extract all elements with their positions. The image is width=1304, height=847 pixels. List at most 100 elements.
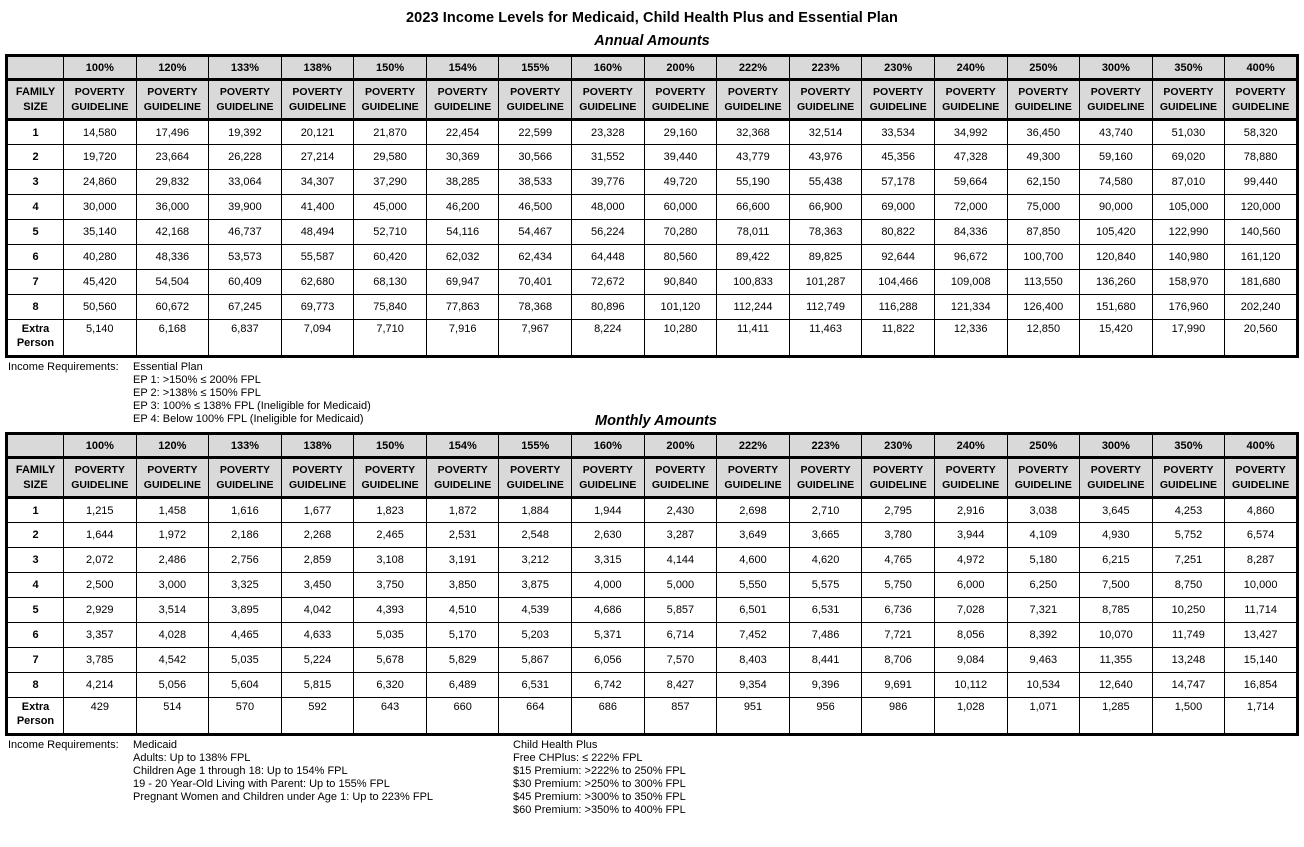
amount-cell: 4,860 — [1224, 497, 1298, 523]
annual-subtitle: Annual Amounts — [594, 33, 710, 49]
amount-cell: 48,336 — [135, 244, 210, 270]
amount-cell: 3,325 — [208, 572, 282, 598]
amount-cell: 54,504 — [135, 269, 210, 295]
family-size-cell: 7 — [6, 269, 64, 295]
amount-cell: 2,268 — [280, 522, 355, 548]
amount-cell: 592 — [280, 697, 355, 735]
amount-cell: 5,750 — [861, 572, 935, 598]
table-row: 3 24,860 29,832 33,064 34,307 37,290 38,285 38,… — [6, 169, 1298, 195]
amount-cell: 17,990 — [1151, 319, 1226, 357]
amount-cell: 7,570 — [643, 647, 718, 673]
amount-cell: 4,253 — [1151, 497, 1226, 523]
amount-cell: 112,244 — [716, 294, 790, 320]
note-line: Children Age 1 through 18: Up to 154% FP… — [133, 765, 348, 777]
amount-cell: 5,371 — [571, 622, 645, 648]
poverty-guideline-header: POVERTY GUIDELINE — [1006, 457, 1081, 499]
table-row: 7 3,785 4,542 5,035 5,224 5,678 5,829 5,867 6,05… — [6, 647, 1298, 673]
amount-cell: 2,531 — [425, 522, 500, 548]
amount-cell: 1,677 — [280, 497, 355, 523]
percent-header-cell: 160% — [571, 433, 645, 459]
amount-cell: 39,900 — [208, 194, 282, 220]
amount-cell: 52,710 — [353, 219, 427, 245]
annual-notes-block: Income Requirements: Essential Plan EP 1:… — [8, 361, 1304, 429]
amount-cell: 7,028 — [933, 597, 1008, 623]
table-row: 4 30,000 36,000 39,900 41,400 45,000 46,200 46,… — [6, 194, 1298, 220]
percent-header-cell: 400% — [1224, 433, 1298, 459]
amount-cell: 9,691 — [861, 672, 935, 698]
amount-cell: 7,486 — [788, 622, 863, 648]
amount-cell: 570 — [208, 697, 282, 735]
page-title: 2023 Income Levels for Medicaid, Child H… — [406, 10, 898, 26]
amount-cell: 92,644 — [861, 244, 935, 270]
monthly-notes-block: Income Requirements: Medicaid Adults: Up … — [8, 739, 1304, 817]
amount-cell: 643 — [353, 697, 427, 735]
percent-header-cell: 240% — [933, 433, 1008, 459]
amount-cell: 3,649 — [716, 522, 790, 548]
amount-cell: 49,720 — [643, 169, 718, 195]
poverty-guideline-header: POVERTY GUIDELINE — [1224, 457, 1298, 499]
amount-cell: 13,427 — [1224, 622, 1298, 648]
percent-header-cell: 155% — [498, 433, 573, 459]
percent-header-cell: 223% — [788, 55, 863, 81]
amount-cell: 2,465 — [353, 522, 427, 548]
amount-cell: 101,287 — [788, 269, 863, 295]
amount-cell: 43,779 — [716, 144, 790, 170]
poverty-guideline-header: POVERTY GUIDELINE — [1006, 79, 1081, 121]
amount-cell: 39,776 — [571, 169, 645, 195]
percent-header-cell: 133% — [208, 55, 282, 81]
amount-cell: 11,714 — [1224, 597, 1298, 623]
amount-cell: 32,368 — [716, 119, 790, 145]
amount-cell: 140,560 — [1224, 219, 1298, 245]
amount-cell: 181,680 — [1224, 269, 1298, 295]
amount-cell: 33,534 — [861, 119, 935, 145]
amount-cell: 202,240 — [1224, 294, 1298, 320]
extra-person-row: Extra Person 429 514 570 592 643 660 664 686 857 9… — [6, 697, 1298, 735]
amount-cell: 121,334 — [933, 294, 1008, 320]
amount-cell: 9,463 — [1006, 647, 1081, 673]
extra-person-row: Extra Person 5,140 6,168 6,837 7,094 7,710 7,9… — [6, 319, 1298, 357]
amount-cell: 13,248 — [1151, 647, 1226, 673]
amount-cell: 12,850 — [1006, 319, 1081, 357]
poverty-guideline-header: POVERTY GUIDELINE — [280, 79, 355, 121]
amount-cell: 80,896 — [571, 294, 645, 320]
table-row: 1 14,580 17,496 19,392 20,121 21,870 22,454 22,… — [6, 119, 1298, 145]
table-row: 8 4,214 5,056 5,604 5,815 6,320 6,489 6,531 6,74… — [6, 672, 1298, 698]
amount-cell: 140,980 — [1151, 244, 1226, 270]
amount-cell: 67,245 — [208, 294, 282, 320]
amount-cell: 69,000 — [861, 194, 935, 220]
amount-cell: 4,000 — [571, 572, 645, 598]
corner-cell — [6, 433, 64, 459]
amount-cell: 8,224 — [571, 319, 645, 357]
amount-cell: 78,011 — [716, 219, 790, 245]
amount-cell: 58,320 — [1224, 119, 1298, 145]
amount-cell: 90,840 — [643, 269, 718, 295]
amount-cell: 1,644 — [63, 522, 137, 548]
amount-cell: 1,884 — [498, 497, 573, 523]
poverty-guideline-header: POVERTY GUIDELINE — [280, 457, 355, 499]
amount-cell: 4,542 — [135, 647, 210, 673]
amount-cell: 3,315 — [571, 547, 645, 573]
amount-cell: 75,840 — [353, 294, 427, 320]
amount-cell: 3,875 — [498, 572, 573, 598]
amount-cell: 8,441 — [788, 647, 863, 673]
amount-cell: 62,434 — [498, 244, 573, 270]
amount-cell: 3,000 — [135, 572, 210, 598]
amount-cell: 5,224 — [280, 647, 355, 673]
amount-cell: 80,560 — [643, 244, 718, 270]
percent-header-cell: 100% — [63, 55, 137, 81]
amount-cell: 26,228 — [208, 144, 282, 170]
amount-cell: 96,672 — [933, 244, 1008, 270]
amount-cell: 3,038 — [1006, 497, 1081, 523]
amount-cell: 136,260 — [1079, 269, 1153, 295]
amount-cell: 514 — [135, 697, 210, 735]
amount-cell: 19,720 — [63, 144, 137, 170]
amount-cell: 7,710 — [353, 319, 427, 357]
amount-cell: 12,640 — [1079, 672, 1153, 698]
amount-cell: 36,450 — [1006, 119, 1081, 145]
percent-header-cell: 400% — [1224, 55, 1298, 81]
percent-header-cell: 350% — [1151, 433, 1226, 459]
percent-header-cell: 155% — [498, 55, 573, 81]
amount-cell: 5,140 — [63, 319, 137, 357]
note-line: EP 4: Below 100% FPL (Ineligible for Med… — [133, 413, 364, 425]
family-size-cell: 2 — [6, 144, 64, 170]
